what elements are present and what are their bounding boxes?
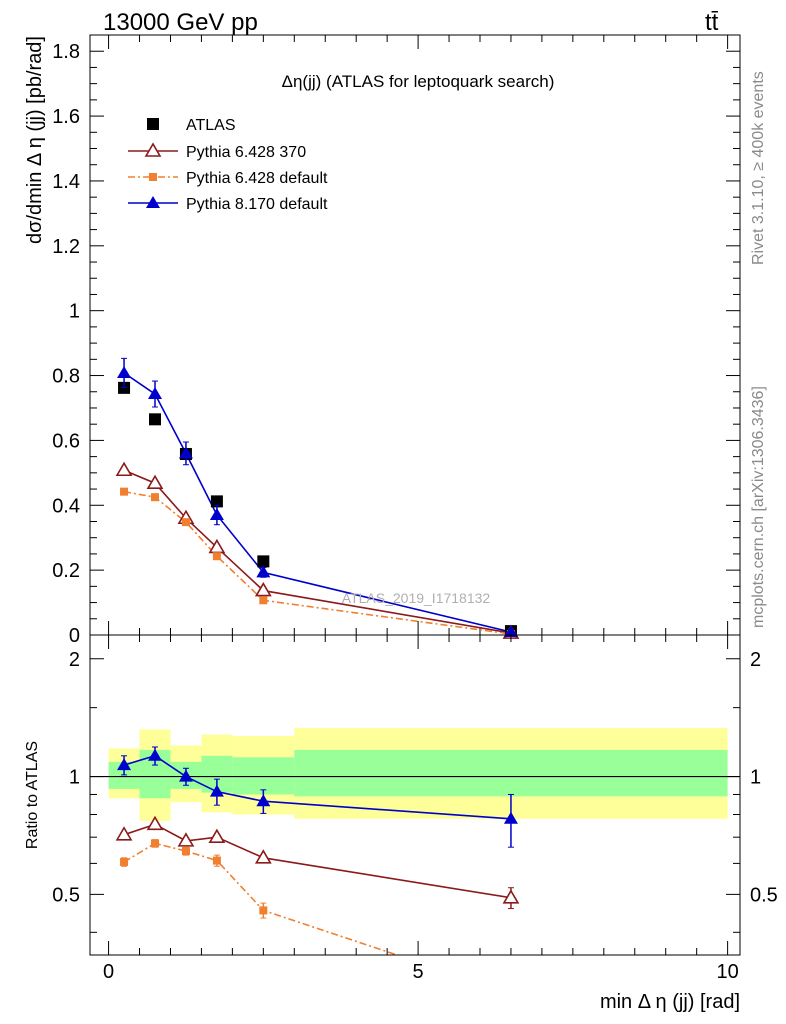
main-point-py8-default <box>117 365 132 378</box>
main-point-atlas <box>210 495 223 508</box>
legend-label-py6-370: Pythia 6.428 370 <box>186 144 306 161</box>
legend-marker-py6-default <box>149 173 157 181</box>
ratio-y-tick-label: 0.5 <box>52 884 80 906</box>
legend-marker-py8-default <box>146 196 160 208</box>
ratio-line-py8-default <box>123 754 512 820</box>
ratio-line-py6-default <box>123 842 400 955</box>
legend-marker-py6-370 <box>144 142 162 157</box>
main-point-py6-370 <box>115 461 133 477</box>
main-y-tick-label: 0 <box>69 625 80 647</box>
main-line-py6-370 <box>123 469 512 634</box>
ratio-frame <box>89 634 741 956</box>
ratio-band-inner <box>232 757 295 795</box>
main-point-py8-default <box>178 446 193 459</box>
main-y-tick-label: 0.4 <box>52 495 80 517</box>
main-point-py6-370 <box>254 581 272 597</box>
main-point-py8-default <box>209 508 224 520</box>
x-axis-label: min Δ η (jj) [rad] <box>600 991 740 1013</box>
ratio-line-py6-370 <box>123 823 512 899</box>
ratio-y-tick-label-right: 1 <box>750 767 761 789</box>
ratio-band-inner <box>294 749 728 797</box>
ratio-y-tick-label-right: 2 <box>750 649 761 671</box>
ratio-panel: 0.5 0.5 1 1 2 2 0 5 10 Ratio to ATLAS min Δ η (j… <box>24 634 778 1013</box>
ratio-point-py6-370 <box>177 832 195 847</box>
energy-label: 13000 GeV pp <box>103 9 258 36</box>
ratio-y-tick-label: 2 <box>69 649 80 671</box>
main-y-tick-label: 1 <box>69 301 80 323</box>
ratio-y-tick-label-right: 0.5 <box>750 884 778 906</box>
ratio-point-py6-default <box>181 847 190 856</box>
main-point-py6-370 <box>146 474 164 490</box>
main-line-py8-default <box>123 372 512 633</box>
x-tick-label: 0 <box>103 961 114 983</box>
main-point-py8-default <box>148 387 162 400</box>
main-point-py6-default <box>212 552 221 561</box>
x-tick-label: 5 <box>413 961 424 983</box>
ratio-point-py6-370 <box>254 849 272 864</box>
legend-marks <box>128 118 178 208</box>
ratio-point-py6-default <box>212 856 221 865</box>
ratio-point-py8-default <box>148 748 162 761</box>
main-panel: 0 0.2 0.4 0.6 0.8 1 1.2 1.4 1.6 1.8 Δη(jj) (ATLAS… <box>24 34 741 647</box>
ratio-point-py8-default <box>209 784 224 797</box>
ratio-point-py8-default <box>256 794 271 807</box>
ratio-point-py6-370 <box>115 826 133 841</box>
ratio-point-py8-default <box>117 758 132 771</box>
ratio-point-py6-370 <box>208 828 226 843</box>
main-point-py6-default <box>259 596 268 605</box>
main-point-py6-default <box>181 518 190 527</box>
main-y-tick-label: 0.2 <box>52 560 80 582</box>
ratio-point-py8-default <box>503 811 518 824</box>
ratio-series <box>115 746 520 955</box>
legend-label-atlas: ATLAS <box>186 117 236 134</box>
main-point-atlas <box>149 413 161 426</box>
ratio-y-tick-label: 1 <box>69 767 80 789</box>
mcplots-label: mcplots.cern.ch [arXiv:1306.3436] <box>750 386 767 628</box>
rivet-label: Rivet 3.1.10, ≥ 400k events <box>750 71 767 265</box>
ratio-plot-area: 0.5 0.5 1 1 2 2 0 5 10 <box>52 635 778 983</box>
main-point-py6-default <box>120 487 129 496</box>
legend-marker-atlas <box>147 118 159 130</box>
legend-label-py8-default: Pythia 8.170 default <box>186 196 328 213</box>
process-label: tt̄ <box>705 9 719 36</box>
ratio-point-py6-default <box>151 839 159 848</box>
main-point-atlas <box>257 555 270 568</box>
ratio-y-axis-label: Ratio to ATLAS <box>24 741 41 849</box>
main-y-tick-label: 0.8 <box>52 366 80 388</box>
ratio-point-py6-370 <box>146 815 164 831</box>
main-y-axis-label: dσ/dmin Δ η (jj) [pb/rad] <box>24 36 46 244</box>
x-tick-label: 10 <box>716 961 738 983</box>
main-y-tick-label: 1.4 <box>52 171 80 193</box>
main-plot-area: 0 0.2 0.4 0.6 0.8 1 1.2 1.4 1.6 1.8 <box>52 34 740 647</box>
main-point-py6-default <box>151 493 159 502</box>
main-point-py8-default <box>256 565 271 578</box>
watermark: ATLAS_2019_I1718132 <box>342 590 491 606</box>
main-y-tick-label: 1.6 <box>52 106 80 128</box>
ratio-point-py8-default <box>178 769 193 782</box>
main-title: Δη(jj) (ATLAS for leptoquark search) <box>282 72 555 91</box>
legend: ATLAS Pythia 6.428 370 Pythia 6.428 defa… <box>128 117 328 213</box>
ratio-point-py6-370 <box>502 889 520 904</box>
main-point-py8-default <box>503 625 518 638</box>
ratio-point-py6-default <box>259 906 268 915</box>
ratio-point-py6-default <box>120 857 129 866</box>
legend-label-py6-default: Pythia 6.428 default <box>186 170 328 187</box>
main-y-tick-label: 1.2 <box>52 236 80 258</box>
main-y-tick-label: 0.6 <box>52 430 80 452</box>
main-line-py6-default <box>123 490 512 635</box>
main-y-tick-label: 1.8 <box>52 41 80 63</box>
